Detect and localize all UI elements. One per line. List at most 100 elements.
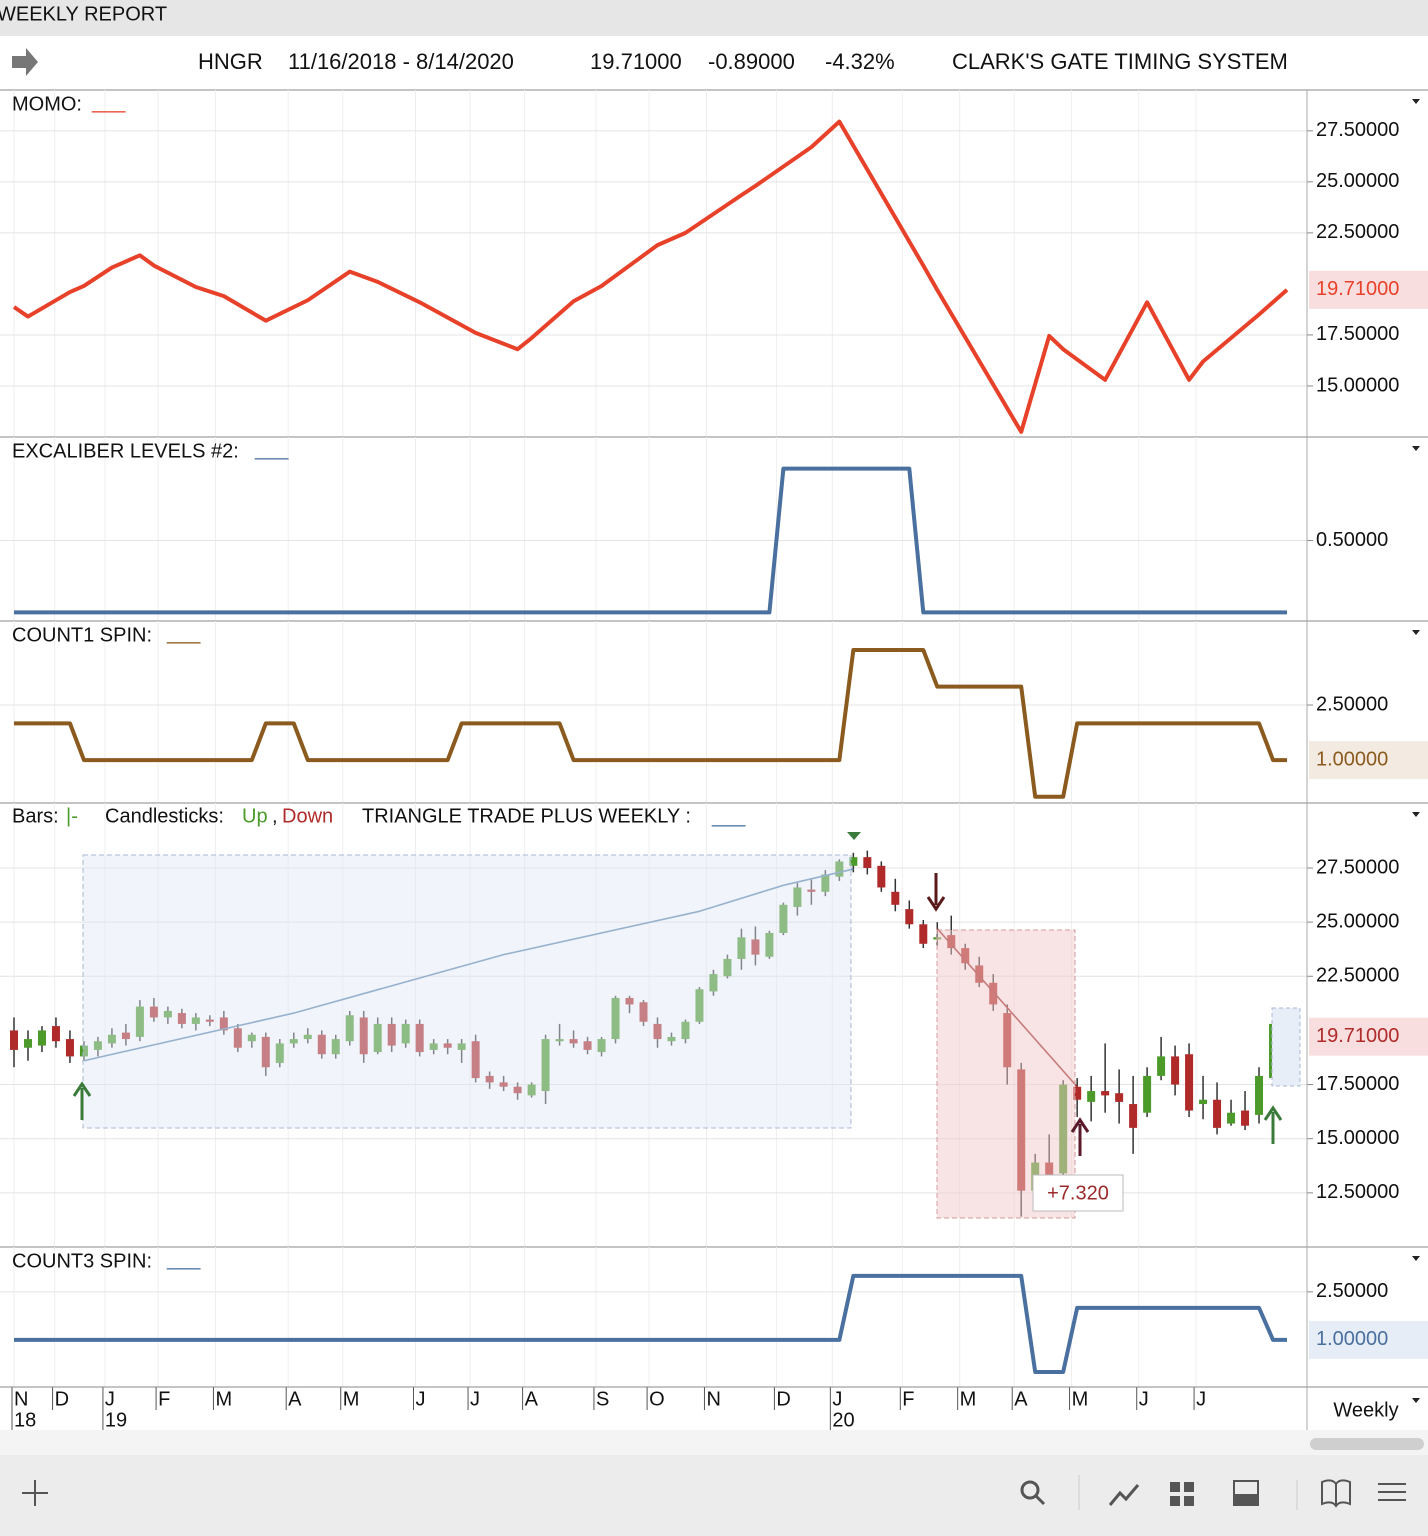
period-label[interactable]: Weekly (1333, 1399, 1398, 1421)
book-button[interactable] (1321, 1479, 1351, 1508)
candle-body (905, 909, 914, 925)
search-button[interactable] (1020, 1480, 1040, 1500)
candle-body (261, 1036, 270, 1068)
line (14, 466, 1287, 615)
panel: 2.50000 COUNT1 SPIN: ___ 1.00000 (0, 620, 1428, 803)
panel-title: COUNT3 SPIN: (12, 1250, 152, 1272)
grid-button[interactable] (1184, 1482, 1194, 1492)
legend-swatch: ___ (166, 622, 201, 644)
candle-body (891, 891, 900, 905)
top-marker (847, 832, 861, 840)
candle-body (695, 989, 704, 1022)
cover-arrow (1070, 1117, 1090, 1156)
x-tick-label: S (596, 1388, 609, 1410)
y-tick-label: 27.50000 (1316, 856, 1399, 878)
scroll-area (0, 1430, 1428, 1455)
menu-arrow[interactable] (12, 48, 38, 76)
y-tick-label: 22.50000 (1316, 965, 1399, 987)
candle-body (149, 1006, 158, 1018)
last-value-box (1309, 1017, 1428, 1056)
candle-body (415, 1023, 424, 1053)
x-tick-label: J (1139, 1388, 1149, 1410)
legend-item: Up (242, 805, 268, 827)
panel-title: MOMO: (12, 93, 82, 115)
candle-body (737, 937, 746, 959)
x-tick-label: N (14, 1388, 28, 1410)
candle-body (359, 1017, 368, 1055)
y-tick-label: 17.50000 (1316, 323, 1399, 345)
last-value-label: 1.00000 (1316, 748, 1388, 770)
candle-body (1073, 1086, 1082, 1100)
candle-body (569, 1039, 578, 1044)
candle-body (345, 1015, 354, 1042)
add-button[interactable] (22, 1480, 48, 1506)
y-tick-label: 27.50000 (1316, 119, 1399, 141)
trade-zone (936, 929, 1076, 1219)
candle-body (443, 1043, 452, 1048)
y-tick-label: 17.50000 (1316, 1073, 1399, 1095)
candle-body (709, 974, 718, 992)
candle-body (863, 857, 872, 868)
x-tick-label: F (902, 1388, 914, 1410)
legend-item: Candlesticks: (105, 805, 224, 827)
candle-body (541, 1039, 550, 1092)
panel-menu[interactable] (1412, 99, 1420, 104)
grid-button[interactable] (1170, 1496, 1180, 1506)
candle-body (1171, 1056, 1180, 1085)
dropdown[interactable] (1412, 1398, 1420, 1403)
buy-arrow (1263, 1105, 1283, 1144)
annotation-box (1032, 1174, 1124, 1212)
grid-button[interactable] (1170, 1482, 1180, 1492)
candle-body (317, 1034, 326, 1055)
panel-menu[interactable] (1412, 812, 1420, 817)
x-tick-label: D (776, 1388, 790, 1410)
panel-menu[interactable] (1412, 630, 1420, 635)
symbol: HNGR (198, 49, 263, 74)
candle-body (597, 1039, 606, 1053)
candle-body (37, 1030, 46, 1046)
candle-body (79, 1045, 88, 1057)
candle-body (1227, 1112, 1236, 1124)
panel: 27.50000 25.00000 22.50000 17.50000 15.00000… (0, 89, 1428, 437)
candle-body (373, 1023, 382, 1053)
year-label: 19 (105, 1409, 127, 1431)
separator (1078, 1475, 1298, 1510)
y-tick-label: 0.50000 (1316, 529, 1388, 551)
x-tick-label: A (1014, 1388, 1028, 1410)
candle-body (485, 1075, 494, 1083)
y-tick-label: 15.00000 (1316, 374, 1399, 396)
panel-menu[interactable] (1412, 446, 1420, 451)
trade-zone (1271, 1007, 1301, 1087)
grid-button[interactable] (1184, 1496, 1194, 1506)
x-tick-label: O (649, 1388, 665, 1410)
candle-body (807, 889, 816, 892)
legend-item: TRIANGLE TRADE PLUS WEEKLY : (362, 805, 691, 827)
legend-swatch: ___ (166, 1248, 201, 1270)
candle-body (779, 904, 788, 933)
x-tick-label: M (343, 1388, 360, 1410)
header-bar (0, 36, 1428, 88)
candle-body (51, 1026, 60, 1042)
x-tick-label: J (415, 1388, 425, 1410)
candle-body (247, 1034, 256, 1042)
last-value-box (1309, 741, 1428, 780)
legend-item: ___ (711, 805, 746, 827)
line (83, 868, 854, 1062)
panel-title: COUNT1 SPIN: (12, 624, 152, 646)
last-price: 19.71000 (590, 49, 682, 74)
layout-button[interactable] (1234, 1494, 1258, 1505)
candle-body (499, 1082, 508, 1087)
menu-button[interactable] (1378, 1483, 1406, 1501)
x-tick-label: J (470, 1388, 480, 1410)
scrollbar[interactable] (1310, 1438, 1424, 1450)
candle-body (1213, 1099, 1222, 1128)
search-button[interactable] (1034, 1494, 1046, 1506)
y-tick-label: 2.50000 (1316, 1280, 1388, 1302)
candle-body (1143, 1075, 1152, 1113)
candle-body (177, 1013, 186, 1024)
draw-button[interactable] (1108, 1484, 1140, 1506)
panel-menu[interactable] (1412, 1256, 1420, 1261)
candle-body (457, 1043, 466, 1050)
legend-item: Bars: (12, 805, 59, 827)
